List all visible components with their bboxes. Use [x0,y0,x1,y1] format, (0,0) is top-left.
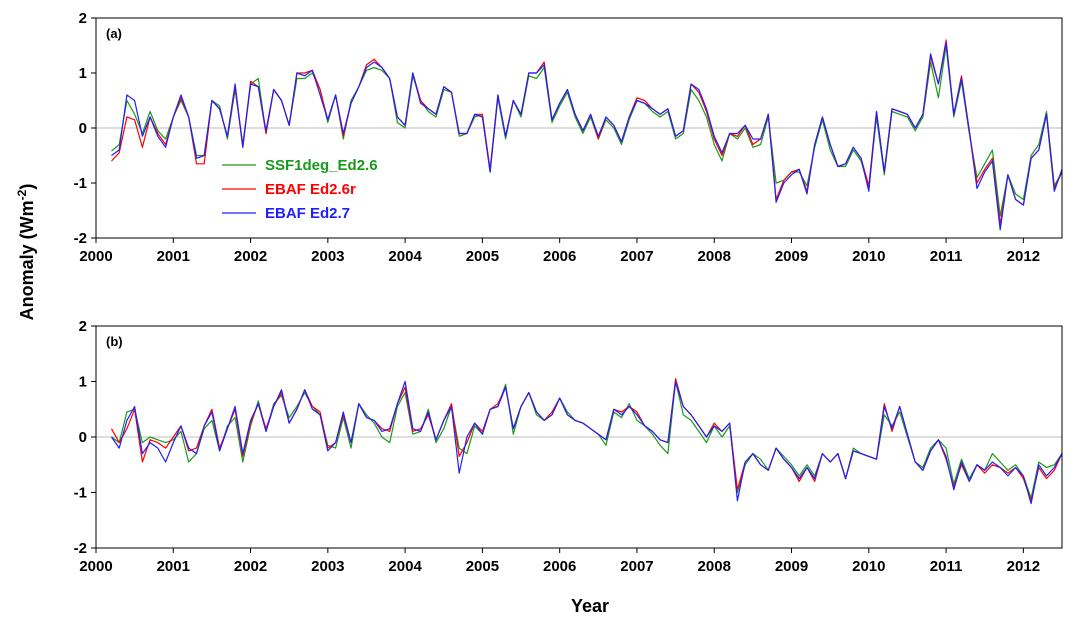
x-tick-label: 2004 [388,248,422,265]
x-tick-label: 2012 [1007,248,1040,265]
y-axis-title: Anomaly (Wm-2) [15,184,37,321]
x-tick-label: 2010 [852,248,885,265]
panel-a: -2 -1 0 1 2 2000 2001 2002 2003 2004 2005 2006 2007 2… [74,10,1063,265]
x-tick-label: 2008 [698,248,731,265]
x-tick-label: 2006 [543,558,576,575]
series-line-ebaf-ed2-7 [111,380,1063,505]
legend-label: EBAF Ed2.6r [265,181,356,198]
y-axis-title-close: ) [17,184,37,190]
x-tick-label: 2001 [157,558,190,575]
x-tick-label: 2002 [234,248,267,265]
legend: SSF1deg_Ed2.6 EBAF Ed2.6r EBAF Ed2.7 [222,157,378,222]
x-tick-label: 2000 [79,248,112,265]
x-tick-label: 2006 [543,248,576,265]
x-tick-label: 2004 [388,558,422,575]
panel-b: -2 -1 0 1 2 2000 2001 2002 2003 2004 2005 2006 2007 2… [74,318,1063,575]
x-tick-label: 2011 [930,248,963,265]
y-tick-label: 2 [79,10,87,27]
y-tick-label: 1 [79,65,87,82]
y-axis-title-superscript: -2 [15,189,29,200]
y-axis-title-main: Anomaly (Wm [17,200,37,320]
x-tick-label: 2002 [234,558,267,575]
x-tick-label: 2009 [775,248,808,265]
panel-label: (a) [106,26,122,41]
panel-label: (b) [106,334,123,349]
x-tick-label: 2005 [466,248,499,265]
x-tick-label: 2008 [698,558,731,575]
x-tick-label: 2005 [466,558,499,575]
legend-label: SSF1deg_Ed2.6 [265,157,378,174]
y-tick-label: 1 [79,374,87,391]
x-tick-label: 2011 [930,558,963,575]
x-axis-title: Year [571,596,609,616]
x-tick-label: 2001 [157,248,190,265]
legend-entry: SSF1deg_Ed2.6 [222,157,378,174]
x-tick-label: 2007 [620,558,653,575]
y-tick-label: -1 [74,175,87,192]
y-tick-label: 0 [79,429,87,446]
x-tick-label: 2009 [775,558,808,575]
x-tick-label: 2007 [620,248,653,265]
legend-entry: EBAF Ed2.7 [222,205,350,222]
y-tick-label: 0 [79,120,87,137]
y-tick-label: 2 [79,318,87,335]
x-tick-label: 2010 [852,558,885,575]
y-tick-label: -2 [74,540,87,557]
x-tick-label: 2003 [311,558,344,575]
x-tick-label: 2000 [79,558,112,575]
y-tick-label: -2 [74,230,87,247]
legend-entry: EBAF Ed2.6r [222,181,356,198]
x-tick-label: 2003 [311,248,344,265]
legend-label: EBAF Ed2.7 [265,205,350,222]
series-line-ebaf-ed2-7 [111,42,1063,231]
y-tick-label: -1 [74,485,87,502]
x-tick-label: 2012 [1007,558,1040,575]
plot-area-group: -2 -1 0 1 2 2000 2001 2002 2003 2004 2005 2006 2007 2… [74,10,1063,575]
